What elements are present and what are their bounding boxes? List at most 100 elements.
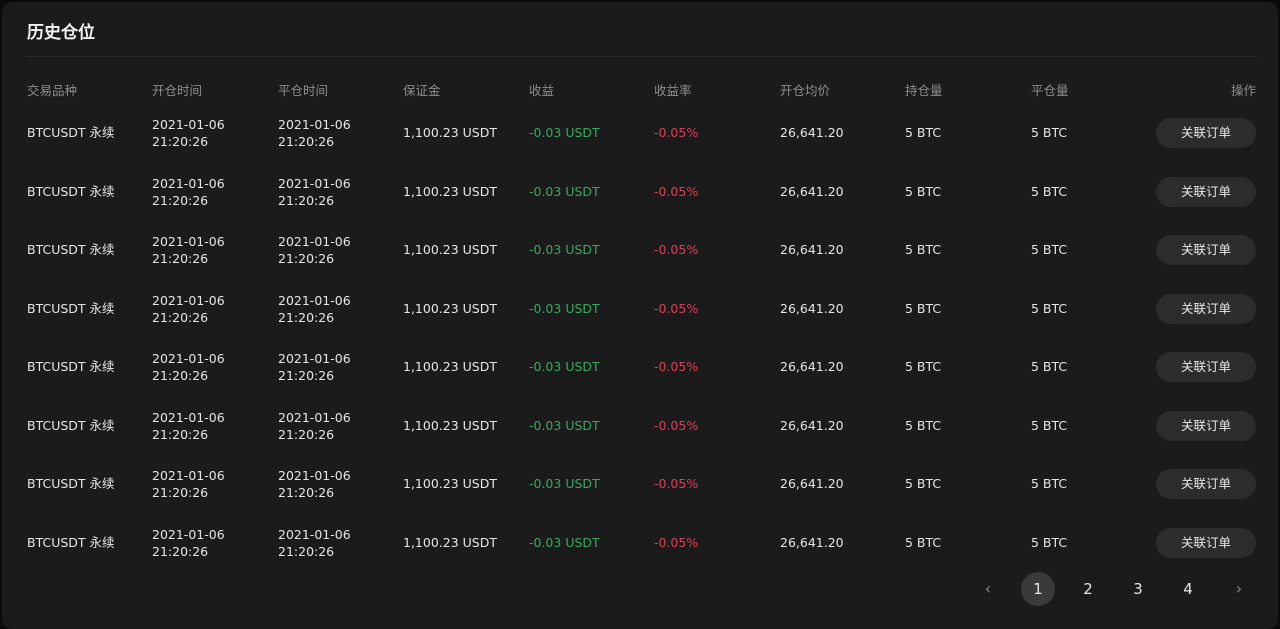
cell-close-time: 2021-01-06 21:20:26: [278, 467, 351, 501]
cell-close-time-clock: 21:20:26: [278, 309, 335, 325]
page-button-1[interactable]: 1: [1021, 572, 1055, 606]
cell-closed-size: 5 BTC: [1031, 476, 1068, 491]
cell-pnl: -0.03 USDT: [529, 125, 600, 140]
cell-symbol: BTCUSDT 永续: [27, 242, 115, 257]
chevron-left-icon[interactable]: ‹: [984, 579, 992, 598]
cell-symbol: BTCUSDT 永续: [27, 476, 115, 491]
related-orders-button[interactable]: 关联订单: [1156, 352, 1256, 382]
related-orders-button[interactable]: 关联订单: [1156, 293, 1256, 324]
page-button-3[interactable]: 3: [1133, 580, 1143, 598]
cell-margin: 1,100.23 USDT: [403, 359, 497, 374]
header-action: 操作: [1230, 83, 1256, 98]
cell-pnl-rate: -0.05%: [654, 242, 699, 257]
cell-close-time-clock: 21:20:26: [278, 543, 335, 559]
table-row: BTCUSDT 永续 2021-01-06 21:20:26 2021-01-06 21…: [27, 523, 1256, 563]
cell-pnl-rate: -0.05%: [654, 359, 699, 374]
cell-close-time-date: 2021-01-06: [278, 351, 351, 366]
table-row: BTCUSDT 永续 2021-01-06 21:20:26 2021-01-06 21…: [27, 347, 1256, 387]
cell-close-time-date: 2021-01-06: [278, 526, 351, 542]
related-orders-button[interactable]: 关联订单: [1156, 469, 1256, 499]
cell-avg-open-price: 26,641.20: [780, 242, 844, 257]
header-pnl-rate: 收益率: [654, 83, 692, 98]
header-avg-open-price: 开仓均价: [780, 83, 831, 98]
cell-margin: 1,100.23 USDT: [403, 417, 497, 433]
cell-margin: 1,100.23 USDT: [403, 183, 497, 199]
cell-open-time: 2021-01-06 21:20:26: [152, 467, 225, 501]
cell-close-time-date: 2021-01-06: [278, 292, 351, 308]
cell-close-time: 2021-01-06 21:20:26: [278, 116, 351, 150]
cell-pnl-rate: -0.05%: [654, 183, 699, 199]
cell-pnl: -0.03 USDT: [529, 476, 600, 491]
cell-close-time: 2021-01-06 21:20:26: [278, 175, 351, 209]
page-button-4[interactable]: 4: [1183, 580, 1193, 598]
cell-close-time-date: 2021-01-06: [278, 409, 351, 425]
cell-open-time-date: 2021-01-06: [152, 175, 225, 191]
cell-close-time: 2021-01-06 21:20:26: [278, 233, 351, 267]
cell-position-size: 5 BTC: [905, 534, 942, 550]
table-row: BTCUSDT 永续 2021-01-06 21:20:26 2021-01-06 21…: [27, 172, 1256, 212]
panel-title: 历史仓位: [27, 23, 95, 43]
related-orders-button[interactable]: 关联订单: [1156, 118, 1256, 148]
cell-avg-open-price: 26,641.20: [780, 125, 844, 140]
cell-position-size: 5 BTC: [905, 242, 942, 257]
cell-close-time-clock: 21:20:26: [278, 368, 335, 383]
cell-close-time-date: 2021-01-06: [278, 175, 351, 191]
pagination: ‹ 1 2 3 4 ›: [2, 572, 1278, 606]
cell-pnl: -0.03 USDT: [529, 417, 600, 433]
cell-close-time-date: 2021-01-06: [278, 234, 351, 249]
cell-symbol: BTCUSDT 永续: [27, 417, 115, 433]
header-margin: 保证金: [403, 83, 441, 98]
cell-position-size: 5 BTC: [905, 125, 942, 140]
cell-position-size: 5 BTC: [905, 183, 942, 199]
cell-open-time: 2021-01-06 21:20:26: [152, 175, 225, 209]
cell-close-time: 2021-01-06 21:20:26: [278, 526, 351, 560]
cell-pnl: -0.03 USDT: [529, 534, 600, 550]
cell-open-time-date: 2021-01-06: [152, 526, 225, 542]
cell-close-time-date: 2021-01-06: [278, 117, 351, 132]
cell-margin: 1,100.23 USDT: [403, 476, 497, 491]
chevron-right-icon[interactable]: ›: [1235, 579, 1243, 598]
cell-closed-size: 5 BTC: [1031, 242, 1068, 257]
cell-open-time: 2021-01-06 21:20:26: [152, 233, 225, 267]
cell-position-size: 5 BTC: [905, 359, 942, 374]
page-button-2[interactable]: 2: [1083, 580, 1093, 598]
table-row: BTCUSDT 永续 2021-01-06 21:20:26 2021-01-06 21…: [27, 406, 1256, 446]
header-pnl: 收益: [529, 83, 555, 98]
cell-close-time: 2021-01-06 21:20:26: [278, 350, 351, 384]
cell-open-time-date: 2021-01-06: [152, 409, 225, 425]
table-row: BTCUSDT 永续 2021-01-06 21:20:26 2021-01-06 21…: [27, 464, 1256, 504]
cell-open-time-clock: 21:20:26: [152, 543, 209, 559]
cell-close-time: 2021-01-06 21:20:26: [278, 292, 351, 326]
cell-symbol: BTCUSDT 永续: [27, 125, 115, 140]
related-orders-button[interactable]: 关联订单: [1156, 235, 1256, 265]
cell-pnl: -0.03 USDT: [529, 183, 600, 199]
cell-avg-open-price: 26,641.20: [780, 476, 844, 491]
cell-pnl-rate: -0.05%: [654, 534, 699, 550]
cell-open-time-clock: 21:20:26: [152, 192, 209, 208]
cell-close-time-date: 2021-01-06: [278, 468, 351, 483]
cell-closed-size: 5 BTC: [1031, 183, 1068, 199]
related-orders-button[interactable]: 关联订单: [1156, 527, 1256, 558]
cell-open-time-clock: 21:20:26: [152, 485, 209, 500]
cell-margin: 1,100.23 USDT: [403, 534, 497, 550]
cell-open-time-date: 2021-01-06: [152, 117, 225, 132]
cell-symbol: BTCUSDT 永续: [27, 300, 115, 316]
cell-close-time: 2021-01-06 21:20:26: [278, 409, 351, 443]
cell-close-time-clock: 21:20:26: [278, 251, 335, 266]
table-row: BTCUSDT 永续 2021-01-06 21:20:26 2021-01-06 21…: [27, 289, 1256, 329]
cell-open-time: 2021-01-06 21:20:26: [152, 116, 225, 150]
cell-closed-size: 5 BTC: [1031, 417, 1068, 433]
header-closed-size: 平仓量: [1031, 83, 1069, 98]
table-row: BTCUSDT 永续 2021-01-06 21:20:26 2021-01-06 21…: [27, 230, 1256, 270]
cell-close-time-clock: 21:20:26: [278, 485, 335, 500]
cell-symbol: BTCUSDT 永续: [27, 534, 115, 550]
cell-margin: 1,100.23 USDT: [403, 125, 497, 140]
related-orders-button[interactable]: 关联订单: [1156, 410, 1256, 441]
cell-avg-open-price: 26,641.20: [780, 534, 844, 550]
cell-closed-size: 5 BTC: [1031, 125, 1068, 140]
related-orders-button[interactable]: 关联订单: [1156, 176, 1256, 207]
header-open-time: 开仓时间: [152, 83, 203, 98]
cell-avg-open-price: 26,641.20: [780, 183, 844, 199]
header-close-time: 平仓时间: [278, 83, 329, 98]
